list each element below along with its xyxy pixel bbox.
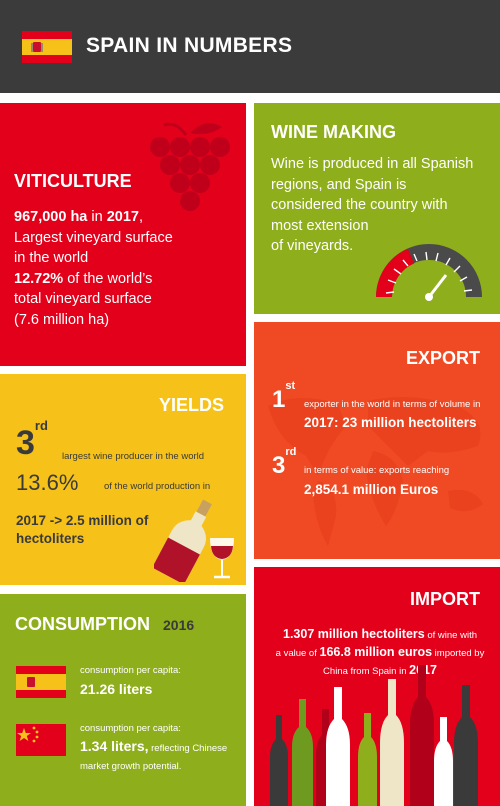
page-title: SPAIN IN NUMBERS	[86, 34, 293, 57]
china-consumption-label: consumption per capita:	[80, 723, 181, 734]
export-rank-3: 3rd	[272, 445, 297, 479]
world-map-icon	[268, 397, 483, 546]
export-heading: EXPORT	[405, 348, 480, 368]
export-panel: EXPORT 1st exporter in the world in term…	[254, 322, 500, 559]
yields-share: 13.6%	[16, 470, 79, 495]
wine-making-panel: WINE MAKING Wine is produced in all Span…	[254, 103, 500, 314]
consumption-heading: CONSUMPTION 2016	[15, 614, 195, 634]
grapes-icon	[150, 122, 230, 211]
import-text: 1.307 million hectoliters of wine with a…	[275, 627, 485, 677]
yields-production: 2017 -> 2.5 million of hectoliters	[16, 513, 149, 546]
vineyard-gauge-icon	[376, 244, 482, 301]
header: SPAIN IN NUMBERS	[0, 0, 500, 93]
viticulture-text: 967,000 ha in 2017, Largest vineyard sur…	[14, 209, 173, 328]
spain-consumption-label: consumption per capita:	[80, 665, 181, 676]
spain-flag-icon	[22, 31, 72, 63]
consumption-panel: CONSUMPTION 2016 consumption per capita:…	[0, 594, 246, 806]
export-volume: 2017: 23 million hectoliters	[304, 415, 477, 430]
yields-heading: YIELDS	[158, 395, 224, 415]
spain-flag-icon	[16, 666, 66, 698]
yields-rank: 3rd	[16, 417, 48, 462]
wine-making-heading: WINE MAKING	[271, 122, 396, 142]
import-heading: IMPORT	[410, 589, 480, 609]
wine-bottles-icon	[270, 665, 478, 806]
yields-panel: YIELDS 3rd largest wine producer in the …	[0, 374, 246, 585]
yields-share-text: of the world production in	[104, 481, 211, 492]
export-value: 2,854.1 million Euros	[304, 482, 439, 497]
yields-rank-text: largest wine producer in the world	[62, 451, 205, 462]
viticulture-panel: VITICULTURE 967,000 ha in 2017, Largest …	[0, 103, 246, 366]
export-rank-1-text: exporter in the world in terms of volume…	[304, 399, 481, 410]
export-rank-1: 1st	[272, 379, 296, 413]
export-rank-3-text: in terms of value: exports reaching	[304, 465, 450, 476]
wine-bottle-glass-icon	[154, 499, 234, 582]
import-panel: IMPORT 1.307 million hectoliters of wine…	[254, 567, 500, 806]
wine-making-text: Wine is produced in all Spanish regions,…	[271, 156, 474, 254]
china-consumption-note: market growth potential.	[80, 761, 182, 772]
viticulture-heading: VITICULTURE	[14, 171, 132, 191]
spain-consumption-value: 21.26 liters	[80, 681, 153, 697]
china-consumption-value: 1.34 liters, reflecting Chinese	[80, 738, 228, 754]
consumption-year: 2016	[163, 617, 195, 633]
china-flag-icon	[16, 724, 66, 756]
